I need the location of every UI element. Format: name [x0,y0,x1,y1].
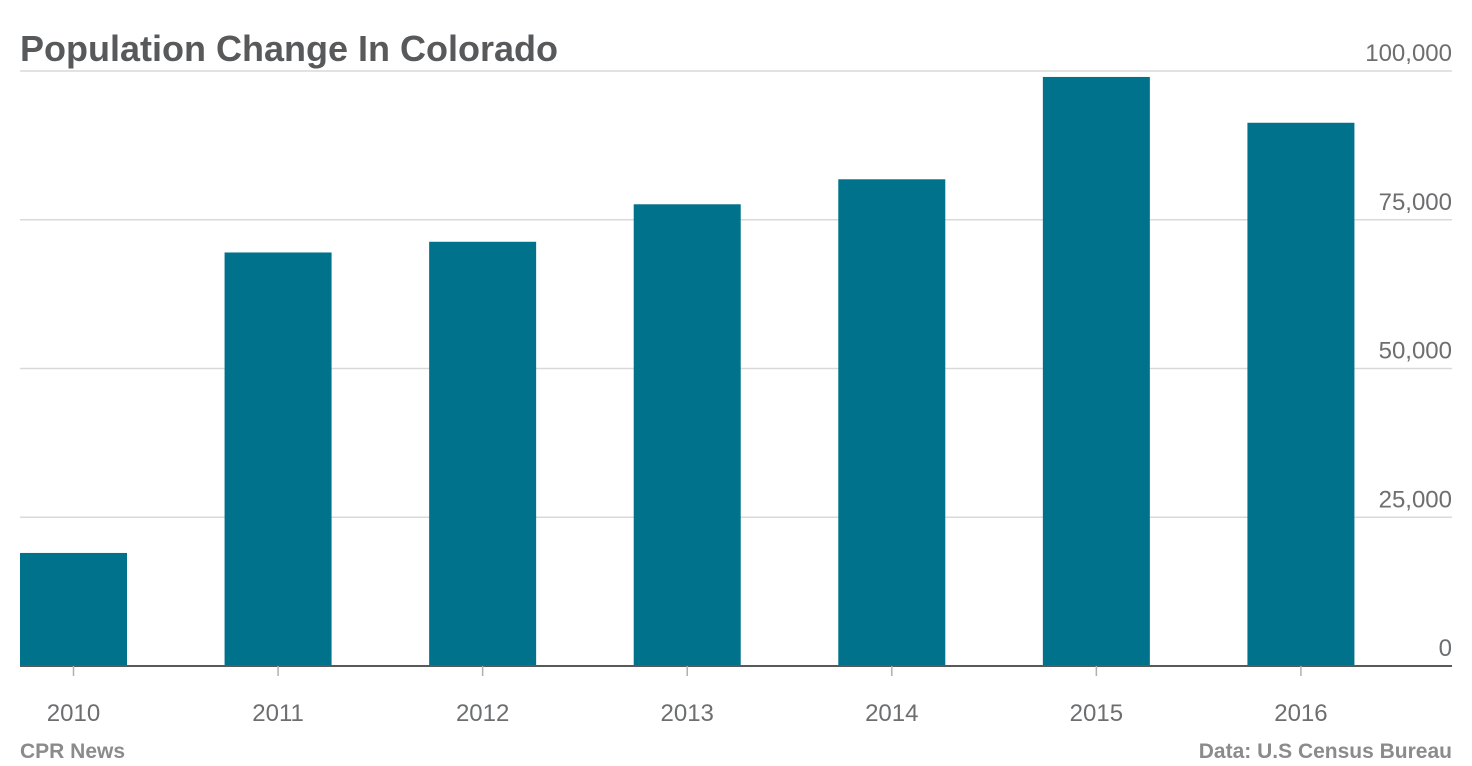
x-tick-label: 2015 [1070,700,1123,727]
x-tick-label: 2011 [252,700,304,727]
y-tick-label: 50,000 [1379,338,1452,365]
data-source: Data: U.S Census Bureau [1199,740,1452,763]
y-axis-tick-labels: 0 25,000 50,000 75,000 100,000 [1365,40,1452,662]
bar-2015 [1042,76,1150,666]
bar-2011 [224,252,332,666]
x-tick-label: 2016 [1274,700,1327,727]
y-tick-label: 25,000 [1379,486,1452,513]
bars [20,76,1355,667]
x-tick-label: 2014 [865,700,918,727]
x-tick-label: 2013 [661,700,714,727]
x-tick-label: 2012 [456,700,509,727]
bar-2012 [429,241,537,666]
bar-2014 [838,179,946,667]
y-tick-label: 0 [1439,635,1452,662]
x-axis: 2010 2011 2012 2013 2014 2015 2016 [20,665,1452,727]
bar-2013 [633,204,741,666]
bar-2016 [1247,122,1355,666]
x-tick-label: 2010 [47,700,100,727]
source-credit: CPR News [20,740,125,763]
y-tick-label: 75,000 [1379,189,1452,216]
chart-title: Population Change In Colorado [20,28,558,69]
bar-2010 [20,552,127,666]
y-tick-label: 100,000 [1365,40,1452,67]
